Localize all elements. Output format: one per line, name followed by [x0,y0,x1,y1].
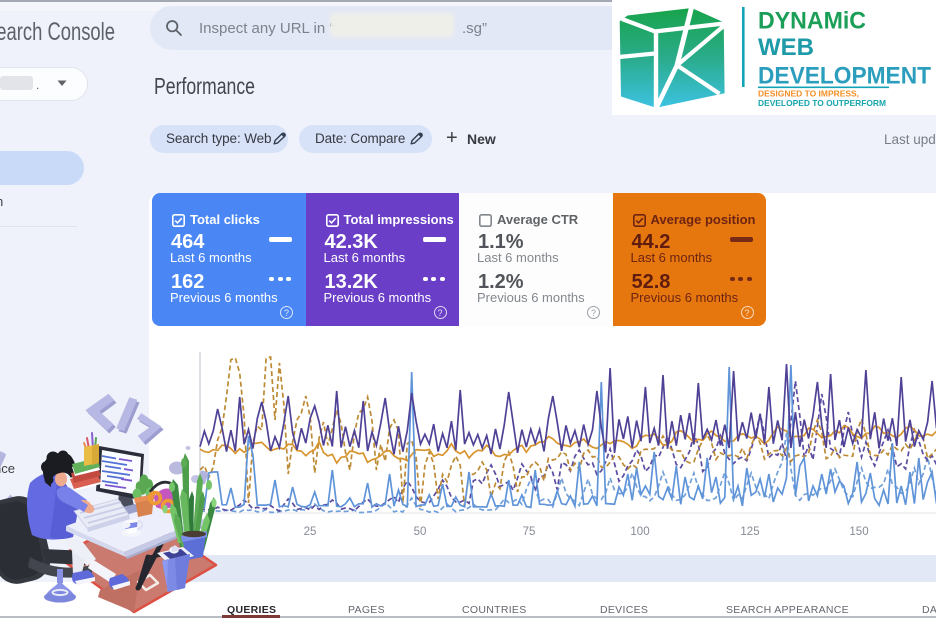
svg-text:DEVELOPED TO OUTPERFORM: DEVELOPED TO OUTPERFORM [758,98,886,108]
svg-text:Performance: Performance [154,73,255,99]
svg-text:DESIGNED TO IMPRESS,: DESIGNED TO IMPRESS, [758,89,859,99]
svg-text:125: 125 [740,526,759,538]
svg-text:75: 75 [523,526,536,538]
svg-text:150: 150 [849,526,868,538]
svg-text:50: 50 [414,526,427,538]
svg-text:100: 100 [630,526,649,538]
svg-text:DEVELOPMENT: DEVELOPMENT [758,63,931,90]
svg-text:25: 25 [304,526,317,538]
svg-text:WEB: WEB [758,34,814,61]
svg-text:DYNAMiC: DYNAMiC [758,8,866,35]
svg-text:Search Console: Search Console [0,18,115,46]
